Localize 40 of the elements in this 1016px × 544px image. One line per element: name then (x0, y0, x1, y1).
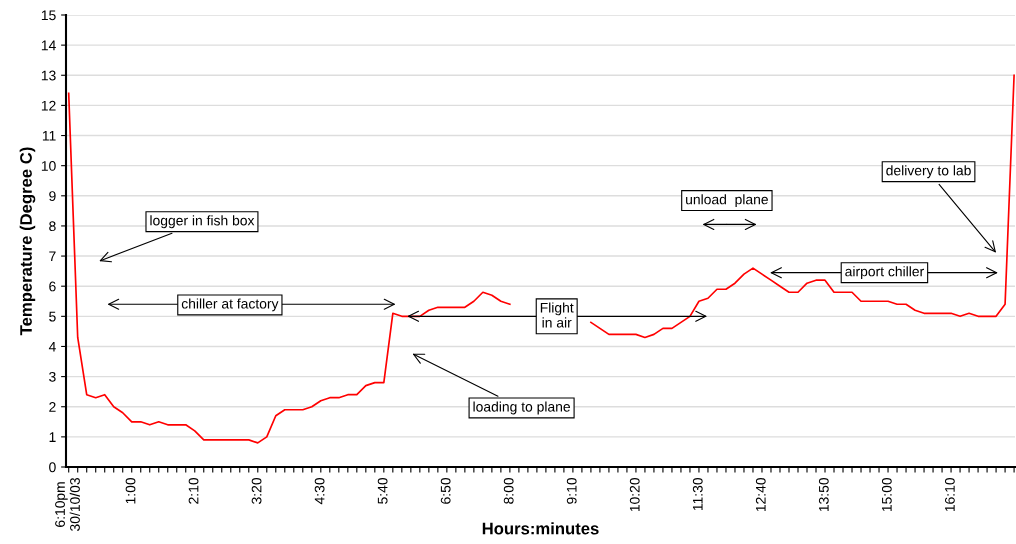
x-tick-label: 2:10 (188, 477, 199, 504)
x-tick-label: 16:10 (944, 477, 955, 512)
x-tick-label: 10:20 (629, 477, 640, 512)
y-tick-label: 9 (49, 191, 56, 201)
y-tick-label: 2 (49, 402, 56, 412)
x-tick-label: 6:10pm 30/10/03 (55, 478, 80, 531)
x-tick-label: 11:30 (692, 477, 703, 511)
annotation: unload plane (686, 194, 768, 208)
x-tick-label: 3:20 (251, 477, 262, 504)
y-tick-label: 3 (49, 371, 56, 382)
y-tick-label: 1 (49, 432, 56, 442)
annotation: airport chiller (845, 266, 924, 280)
y-axis-title: Temperature (Degree C) (19, 147, 36, 336)
y-tick-label: 7 (49, 251, 56, 262)
x-axis-title: Hours:minutes (482, 522, 599, 535)
x-tick-label: 4:30 (314, 477, 325, 505)
annotation: logger in fish box (150, 215, 255, 229)
x-tick-label: 5:40 (377, 477, 388, 504)
y-tick-label: 13 (41, 70, 56, 81)
annotation: Flight in air (540, 302, 574, 328)
y-tick-label: 5 (49, 311, 56, 322)
x-tick-label: 1:00 (125, 477, 136, 504)
y-tick-label: 6 (49, 281, 56, 292)
y-tick-label: 8 (49, 221, 56, 232)
x-tick-label: 9:10 (566, 477, 577, 504)
y-tick-label: 15 (41, 10, 56, 21)
x-tick-label: 6:50 (440, 477, 451, 504)
y-tick-label: 0 (49, 462, 56, 473)
x-tick-label: 13:50 (818, 477, 829, 512)
annotation: chiller at factory (181, 298, 279, 312)
y-tick-label: 11 (42, 131, 56, 141)
annotation: loading to plane (473, 401, 571, 415)
annotation: delivery to lab (886, 165, 971, 179)
y-tick-label: 12 (41, 100, 56, 111)
y-tick-label: 10 (41, 161, 56, 171)
y-tick-label: 4 (48, 341, 56, 352)
x-tick-label: 15:00 (881, 477, 892, 512)
x-tick-label: 12:40 (755, 477, 766, 512)
y-tick-label: 14 (41, 40, 56, 51)
x-tick-label: 8:00 (503, 477, 514, 504)
